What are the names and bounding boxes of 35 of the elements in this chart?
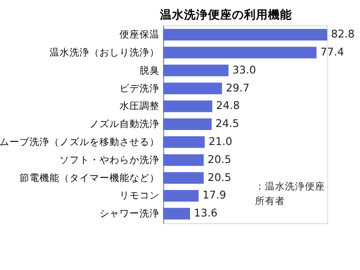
data-label: 20.5 bbox=[208, 152, 232, 166]
y-tick-label: リモコン bbox=[120, 190, 160, 202]
data-label: 24.5 bbox=[216, 117, 240, 130]
bar bbox=[163, 82, 222, 94]
data-label: 77.4 bbox=[320, 45, 344, 58]
bar bbox=[163, 118, 212, 130]
data-label: 13.6 bbox=[194, 206, 218, 220]
y-tick-label: シャワー洗浄 bbox=[100, 208, 160, 220]
y-tick-label: 便座保温 bbox=[120, 28, 160, 41]
bar bbox=[163, 190, 199, 202]
data-label: 29.7 bbox=[226, 81, 250, 94]
data-label: 24.8 bbox=[216, 99, 240, 112]
y-tick-label: 水圧調整 bbox=[120, 100, 160, 112]
data-label: 33.0 bbox=[232, 63, 256, 76]
bar bbox=[163, 46, 316, 58]
y-tick-label: ムーブ洗浄（ノズルを移動させる） bbox=[0, 136, 160, 148]
chart-title: 温水洗浄便座の利用機能 bbox=[158, 8, 292, 22]
data-label: 82.8 bbox=[331, 28, 355, 41]
data-label: 21.0 bbox=[208, 135, 232, 148]
y-tick-label: 脱臭 bbox=[140, 64, 160, 76]
bar bbox=[163, 172, 204, 184]
y-tick-label: ビデ洗浄 bbox=[120, 82, 160, 94]
data-label: 20.5 bbox=[208, 170, 232, 184]
data-label: 17.9 bbox=[202, 188, 226, 202]
bar bbox=[163, 136, 205, 148]
bar bbox=[163, 208, 190, 220]
y-tick-label: 温水洗浄（おしり洗浄） bbox=[50, 46, 160, 58]
bar bbox=[163, 28, 328, 40]
bar bbox=[163, 64, 228, 76]
y-tick-label: 節電機能（タイマー機能など） bbox=[20, 172, 160, 184]
annotation: ：温水洗浄便座所有者 bbox=[254, 180, 325, 207]
y-tick-label: ノズル自動洗浄 bbox=[90, 118, 160, 130]
y-tick-label: ソフト・やわらか洗浄 bbox=[60, 154, 160, 166]
bar bbox=[163, 154, 204, 166]
bar bbox=[163, 100, 212, 112]
